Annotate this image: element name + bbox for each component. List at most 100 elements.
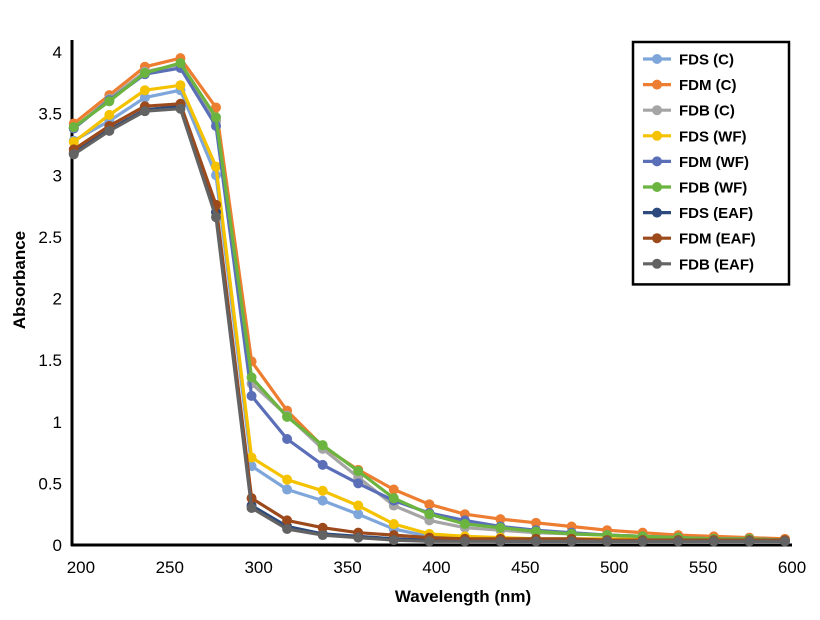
data-point xyxy=(175,58,186,69)
data-point xyxy=(282,484,293,495)
legend-swatch-marker xyxy=(652,233,662,244)
data-point xyxy=(175,103,186,114)
data-point xyxy=(246,372,257,383)
legend-item: FDS (WF) xyxy=(643,128,746,145)
legend-label: FDB (C) xyxy=(679,103,735,120)
data-point xyxy=(779,536,790,547)
x-tick-label: 550 xyxy=(689,558,717,577)
legend-label: FDM (WF) xyxy=(679,154,749,171)
x-tick-label: 250 xyxy=(156,558,184,577)
data-point xyxy=(317,485,328,496)
y-tick-label: 2 xyxy=(53,290,62,309)
data-point xyxy=(531,517,541,528)
data-point xyxy=(175,80,186,91)
data-point xyxy=(495,522,506,533)
data-point xyxy=(424,536,435,547)
legend-item: FDM (EAF) xyxy=(643,231,756,248)
x-tick-label: 200 xyxy=(67,558,95,577)
data-point xyxy=(211,161,221,172)
legend-swatch-marker xyxy=(652,54,662,64)
legend-item: FDB (EAF) xyxy=(643,256,754,273)
y-tick-label: 0 xyxy=(53,536,62,555)
data-point xyxy=(317,495,328,506)
data-point xyxy=(317,440,328,451)
data-point xyxy=(68,149,79,160)
data-point xyxy=(424,499,435,510)
data-point xyxy=(104,109,115,120)
series-group xyxy=(68,103,790,547)
legend-label: FDB (EAF) xyxy=(679,256,754,273)
data-point xyxy=(317,459,328,470)
data-point xyxy=(282,515,293,526)
legend-swatch-marker xyxy=(652,182,662,192)
data-point xyxy=(708,536,719,547)
data-point xyxy=(495,514,506,525)
data-point xyxy=(388,519,399,530)
legend-item: FDB (WF) xyxy=(643,180,747,197)
data-point xyxy=(353,478,364,489)
data-point xyxy=(68,136,79,147)
data-point xyxy=(673,536,684,547)
data-point xyxy=(246,390,257,401)
data-point xyxy=(211,112,221,123)
data-point xyxy=(602,536,613,547)
x-tick-label: 600 xyxy=(778,558,806,577)
data-point xyxy=(282,411,293,422)
y-axis-title: Absorbance xyxy=(10,231,29,329)
y-tick-label: 3 xyxy=(53,166,62,185)
data-point xyxy=(139,92,150,103)
legend-item: FDS (EAF) xyxy=(643,205,753,222)
data-point xyxy=(211,102,221,113)
legend-swatch-marker xyxy=(652,258,662,269)
data-point xyxy=(139,67,150,78)
data-point xyxy=(353,532,364,543)
legend-item: FDM (C) xyxy=(643,77,736,94)
data-point xyxy=(388,535,399,546)
y-tick-label: 4 xyxy=(53,43,62,62)
x-axis-title: Wavelength (nm) xyxy=(395,587,531,606)
legend-label: FDS (C) xyxy=(679,52,734,69)
x-tick-labels: 200 250 300 350 400 450 500 550 600 xyxy=(67,558,806,577)
data-point xyxy=(282,434,293,445)
legend-swatch-marker xyxy=(652,207,662,218)
legend-swatch-marker xyxy=(652,105,662,116)
x-tick-label: 500 xyxy=(600,558,628,577)
data-point xyxy=(495,536,506,547)
y-tick-labels: 0 0.5 1 1.5 2 2.5 3 3.5 4 xyxy=(38,43,62,555)
legend-label: FDS (WF) xyxy=(679,128,746,145)
legend-item: FDS (C) xyxy=(643,52,734,69)
data-point xyxy=(388,493,399,504)
data-point xyxy=(104,125,115,136)
data-point xyxy=(317,530,328,541)
data-point xyxy=(637,536,648,547)
x-tick-label: 300 xyxy=(244,558,272,577)
legend-label: FDS (EAF) xyxy=(679,205,753,222)
y-tick-label: 3.5 xyxy=(38,105,62,124)
data-point xyxy=(68,122,79,133)
data-point xyxy=(282,523,293,534)
data-point xyxy=(531,536,541,547)
data-point xyxy=(353,509,364,520)
legend-label: FDB (WF) xyxy=(679,180,747,197)
legend-label: FDM (EAF) xyxy=(679,231,756,248)
data-point xyxy=(139,85,150,96)
legend-label: FDM (C) xyxy=(679,77,736,94)
data-point xyxy=(246,452,257,463)
data-point xyxy=(353,466,364,477)
y-tick-label: 2.5 xyxy=(38,228,62,247)
legend-item: FDM (WF) xyxy=(643,154,749,171)
legend: FDS (C) FDM (C) FDB (C) FDS (WF) FDM (WF) FDB… xyxy=(631,40,791,286)
legend-swatch-marker xyxy=(652,79,662,90)
data-point xyxy=(566,536,577,547)
x-tick-label: 400 xyxy=(422,558,450,577)
data-point xyxy=(459,536,470,547)
data-point xyxy=(104,96,115,107)
y-tick-label: 0.5 xyxy=(38,474,62,493)
data-point xyxy=(139,106,150,117)
y-tick-label: 1.5 xyxy=(38,351,62,370)
legend-swatch-marker xyxy=(652,156,662,167)
data-point xyxy=(211,212,221,223)
data-point xyxy=(246,503,257,514)
